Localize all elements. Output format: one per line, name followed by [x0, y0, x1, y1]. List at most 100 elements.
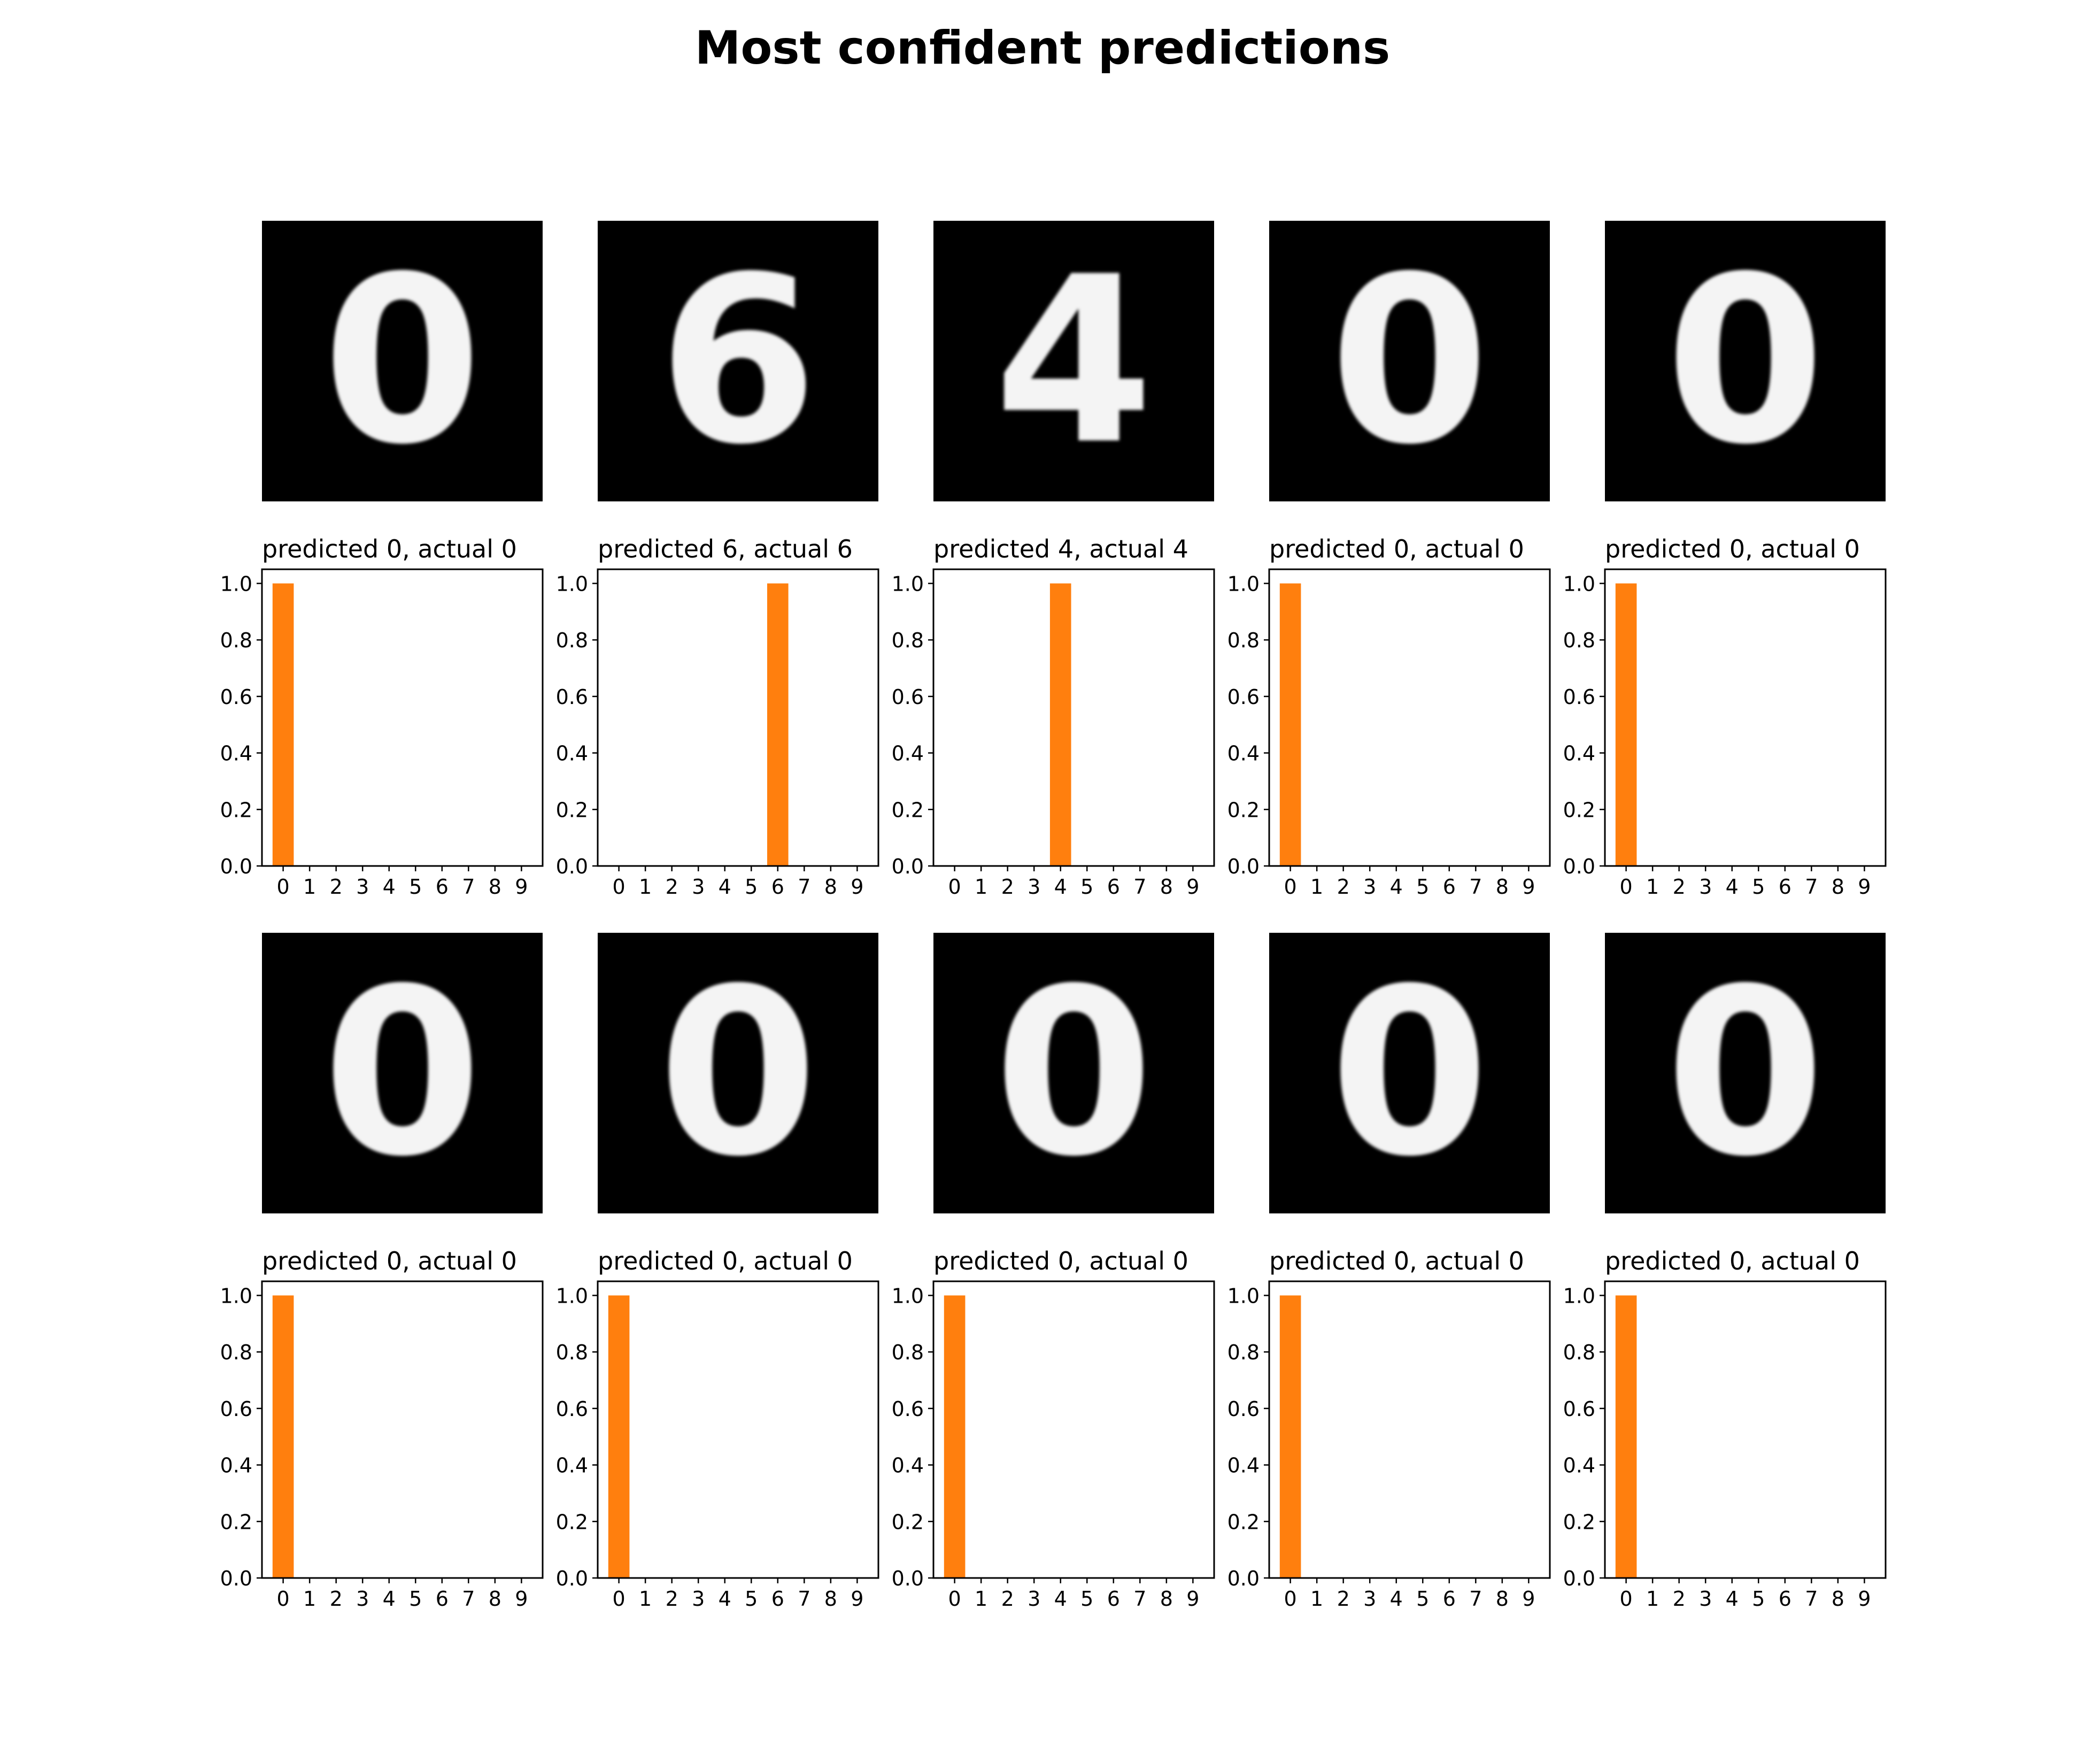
- x-tick-label: 9: [1858, 875, 1871, 899]
- x-tick-label: 0: [1620, 1587, 1633, 1611]
- axes-frame: [1268, 1280, 1551, 1579]
- x-tick-label: 5: [1416, 1587, 1429, 1611]
- x-tick-label: 0: [277, 875, 290, 899]
- y-tick-label: 1.0: [892, 1284, 924, 1307]
- x-tick-label: 2: [666, 875, 678, 899]
- x-tick-label: 3: [1363, 875, 1376, 899]
- axes-frame: [1604, 568, 1887, 867]
- y-tick-label: 0.8: [1563, 1341, 1595, 1364]
- digit-image: 0: [1269, 221, 1550, 501]
- subplot-title: predicted 0, actual 0: [598, 1247, 853, 1275]
- x-tick-label: 9: [1186, 875, 1199, 899]
- axes-frame: [261, 568, 544, 867]
- digit-glyph: 0: [322, 227, 483, 495]
- digit-image: 0: [1269, 933, 1550, 1213]
- x-tick-label: 5: [1080, 1587, 1093, 1611]
- y-tick-label: 0.8: [1563, 629, 1595, 652]
- x-tick-label: 0: [1620, 875, 1633, 899]
- y-tick-label: 0.0: [1227, 855, 1260, 878]
- x-tick-label: 2: [1337, 875, 1350, 899]
- x-tick-label: 3: [1363, 1587, 1376, 1611]
- x-tick-label: 3: [1028, 875, 1040, 899]
- y-tick-label: 1.0: [556, 572, 588, 595]
- y-tick-label: 0.2: [556, 1510, 588, 1534]
- y-tick-label: 0.8: [220, 1341, 252, 1364]
- y-tick-label: 0.6: [556, 685, 588, 709]
- subplot-title: predicted 4, actual 4: [933, 535, 1188, 563]
- digit-glyph: 0: [1329, 227, 1490, 495]
- figure-title: Most confident predictions: [694, 21, 1391, 75]
- y-tick-label: 0.6: [1227, 1397, 1260, 1421]
- x-tick-label: 2: [666, 1587, 678, 1611]
- subplot-title: predicted 0, actual 0: [262, 1247, 517, 1275]
- y-tick-label: 0.8: [556, 1341, 588, 1364]
- x-tick-label: 8: [1160, 1587, 1173, 1611]
- axes-frame: [1604, 1280, 1887, 1579]
- y-tick-label: 0.2: [892, 798, 924, 822]
- digit-glyph: 0: [1329, 939, 1490, 1207]
- x-tick-label: 4: [1726, 1587, 1739, 1611]
- bar: [608, 1295, 630, 1578]
- y-tick-label: 0.6: [1227, 685, 1260, 709]
- y-tick-label: 0.2: [220, 1510, 252, 1534]
- x-tick-label: 7: [1469, 875, 1482, 899]
- y-tick-label: 0.4: [1227, 1454, 1260, 1477]
- x-tick-label: 3: [692, 875, 705, 899]
- y-tick-label: 0.8: [556, 629, 588, 652]
- x-tick-label: 8: [1832, 875, 1844, 899]
- x-tick-label: 5: [1752, 875, 1765, 899]
- x-tick-label: 4: [1726, 875, 1739, 899]
- y-tick-label: 0.6: [220, 685, 252, 709]
- bar: [1279, 583, 1301, 866]
- y-tick-label: 0.0: [892, 1567, 924, 1590]
- y-tick-label: 0.6: [892, 685, 924, 709]
- x-tick-label: 5: [1080, 875, 1093, 899]
- bar: [272, 583, 294, 866]
- x-tick-label: 2: [330, 1587, 343, 1611]
- x-tick-label: 8: [1496, 875, 1509, 899]
- digit-image: 6: [598, 221, 878, 501]
- bar: [1279, 1295, 1301, 1578]
- x-tick-label: 6: [771, 1587, 784, 1611]
- x-tick-label: 3: [1699, 875, 1712, 899]
- x-tick-label: 2: [330, 875, 343, 899]
- x-tick-label: 5: [1752, 1587, 1765, 1611]
- y-tick-label: 0.8: [1227, 1341, 1260, 1364]
- x-tick-label: 5: [745, 1587, 758, 1611]
- x-tick-label: 6: [1443, 1587, 1456, 1611]
- x-tick-label: 8: [489, 875, 501, 899]
- y-tick-label: 0.6: [556, 1397, 588, 1421]
- axes-frame: [1268, 568, 1551, 867]
- x-tick-label: 7: [462, 875, 475, 899]
- y-tick-label: 0.0: [556, 1567, 588, 1590]
- x-tick-label: 9: [1522, 875, 1535, 899]
- x-tick-label: 1: [303, 1587, 316, 1611]
- bar: [767, 583, 789, 866]
- y-tick-label: 0.2: [1227, 798, 1260, 822]
- x-tick-label: 0: [948, 1587, 961, 1611]
- y-tick-label: 0.4: [892, 1454, 924, 1477]
- digit-glyph: 6: [658, 227, 818, 495]
- x-tick-label: 6: [1107, 1587, 1120, 1611]
- y-tick-label: 0.6: [892, 1397, 924, 1421]
- x-tick-label: 1: [1646, 1587, 1659, 1611]
- digit-glyph: 0: [322, 939, 483, 1207]
- x-tick-label: 5: [409, 875, 422, 899]
- x-tick-label: 9: [515, 1587, 528, 1611]
- x-tick-label: 6: [436, 875, 449, 899]
- digit-glyph: 0: [658, 939, 818, 1207]
- digit-image: 0: [262, 221, 543, 501]
- digit-glyph: 4: [993, 227, 1154, 495]
- y-tick-label: 0.8: [220, 629, 252, 652]
- x-tick-label: 2: [1001, 1587, 1014, 1611]
- bar: [272, 1295, 294, 1578]
- y-tick-label: 0.0: [1227, 1567, 1260, 1590]
- y-tick-label: 0.0: [1563, 855, 1595, 878]
- x-tick-label: 6: [436, 1587, 449, 1611]
- x-tick-label: 5: [745, 875, 758, 899]
- y-tick-label: 1.0: [220, 1284, 252, 1307]
- y-tick-label: 0.0: [220, 1567, 252, 1590]
- y-tick-label: 1.0: [892, 572, 924, 595]
- x-tick-label: 4: [1390, 875, 1403, 899]
- y-tick-label: 0.2: [220, 798, 252, 822]
